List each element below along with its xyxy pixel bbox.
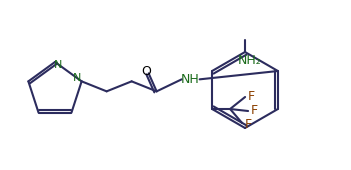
Text: F: F <box>251 105 258 117</box>
Text: F: F <box>247 90 255 104</box>
Text: N: N <box>54 60 62 70</box>
Text: O: O <box>142 65 152 78</box>
Text: N: N <box>72 73 81 83</box>
Text: NH₂: NH₂ <box>238 54 262 66</box>
Text: F: F <box>245 118 252 132</box>
Text: NH: NH <box>180 73 199 86</box>
